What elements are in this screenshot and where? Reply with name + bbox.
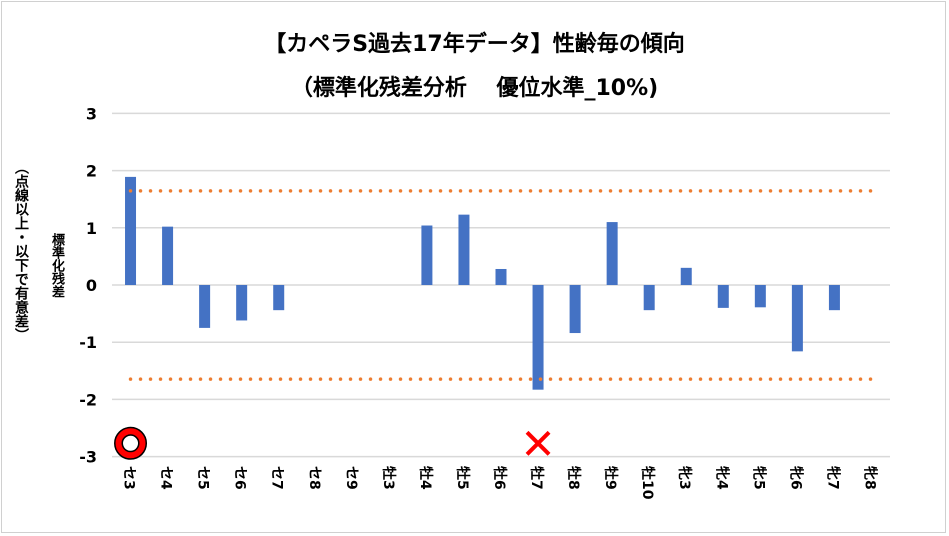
x-tick-label: 牡6	[491, 466, 508, 490]
x-tick-label: セ4	[158, 466, 174, 490]
x-tick-label: 牝4	[713, 466, 730, 490]
bar	[162, 226, 174, 285]
bar	[273, 285, 285, 311]
x-tick-label: 牝5	[750, 466, 767, 490]
x-tick-label: セ6	[232, 466, 248, 490]
y-tick-label: 1	[86, 219, 97, 238]
bar	[606, 222, 618, 285]
bar	[791, 285, 803, 352]
x-tick-label: 牡10	[639, 466, 656, 500]
x-tick-label: 牡4	[417, 466, 434, 490]
chart-subtitle: （標準化残差分析 優位水準_10%)	[290, 76, 659, 101]
y-axis-label: 標準化残差	[49, 233, 64, 298]
x-tick-label: セ5	[195, 466, 211, 490]
y-tick-label: 0	[86, 276, 97, 295]
circle-marker	[115, 428, 146, 459]
bar	[532, 285, 544, 390]
bar	[495, 268, 507, 285]
cross-marker	[525, 430, 551, 456]
x-tick-label: 牝8	[861, 466, 878, 490]
x-tick-label: セ9	[343, 466, 359, 490]
x-tick-label: 牝3	[676, 466, 693, 490]
y-tick-label: -1	[79, 333, 97, 352]
x-tick-label: 牡7	[528, 466, 545, 490]
bar	[569, 285, 581, 334]
x-tick-label: 牡9	[602, 466, 619, 490]
x-tick-label: 牝7	[824, 466, 841, 490]
bar	[643, 285, 655, 311]
y-tick-label: 3	[86, 104, 97, 123]
y-tick-label: -3	[79, 448, 97, 467]
bar	[458, 214, 470, 285]
x-tick-label: セ3	[121, 466, 137, 490]
x-tick-label: セ7	[269, 466, 285, 490]
bar	[754, 285, 766, 308]
bar	[421, 225, 433, 285]
y-tick-label: 2	[86, 162, 97, 181]
bar	[680, 267, 692, 285]
bar	[199, 285, 211, 328]
x-tick-label: 牝6	[787, 466, 804, 490]
bar	[828, 285, 840, 311]
chart-title: 【カペラS過去17年データ】性齢毎の傾向	[264, 32, 685, 57]
x-tick-label: 牡5	[454, 466, 471, 490]
bar	[717, 285, 729, 308]
y-tick-label: -2	[79, 390, 97, 409]
x-tick-label: セ8	[306, 466, 322, 490]
x-tick-label: 牡3	[380, 466, 397, 490]
bar	[236, 285, 248, 321]
x-tick-label: 牡8	[565, 466, 582, 490]
y-axis-note: （点線以上・以下で有意差）	[13, 160, 29, 342]
bar	[125, 176, 137, 285]
